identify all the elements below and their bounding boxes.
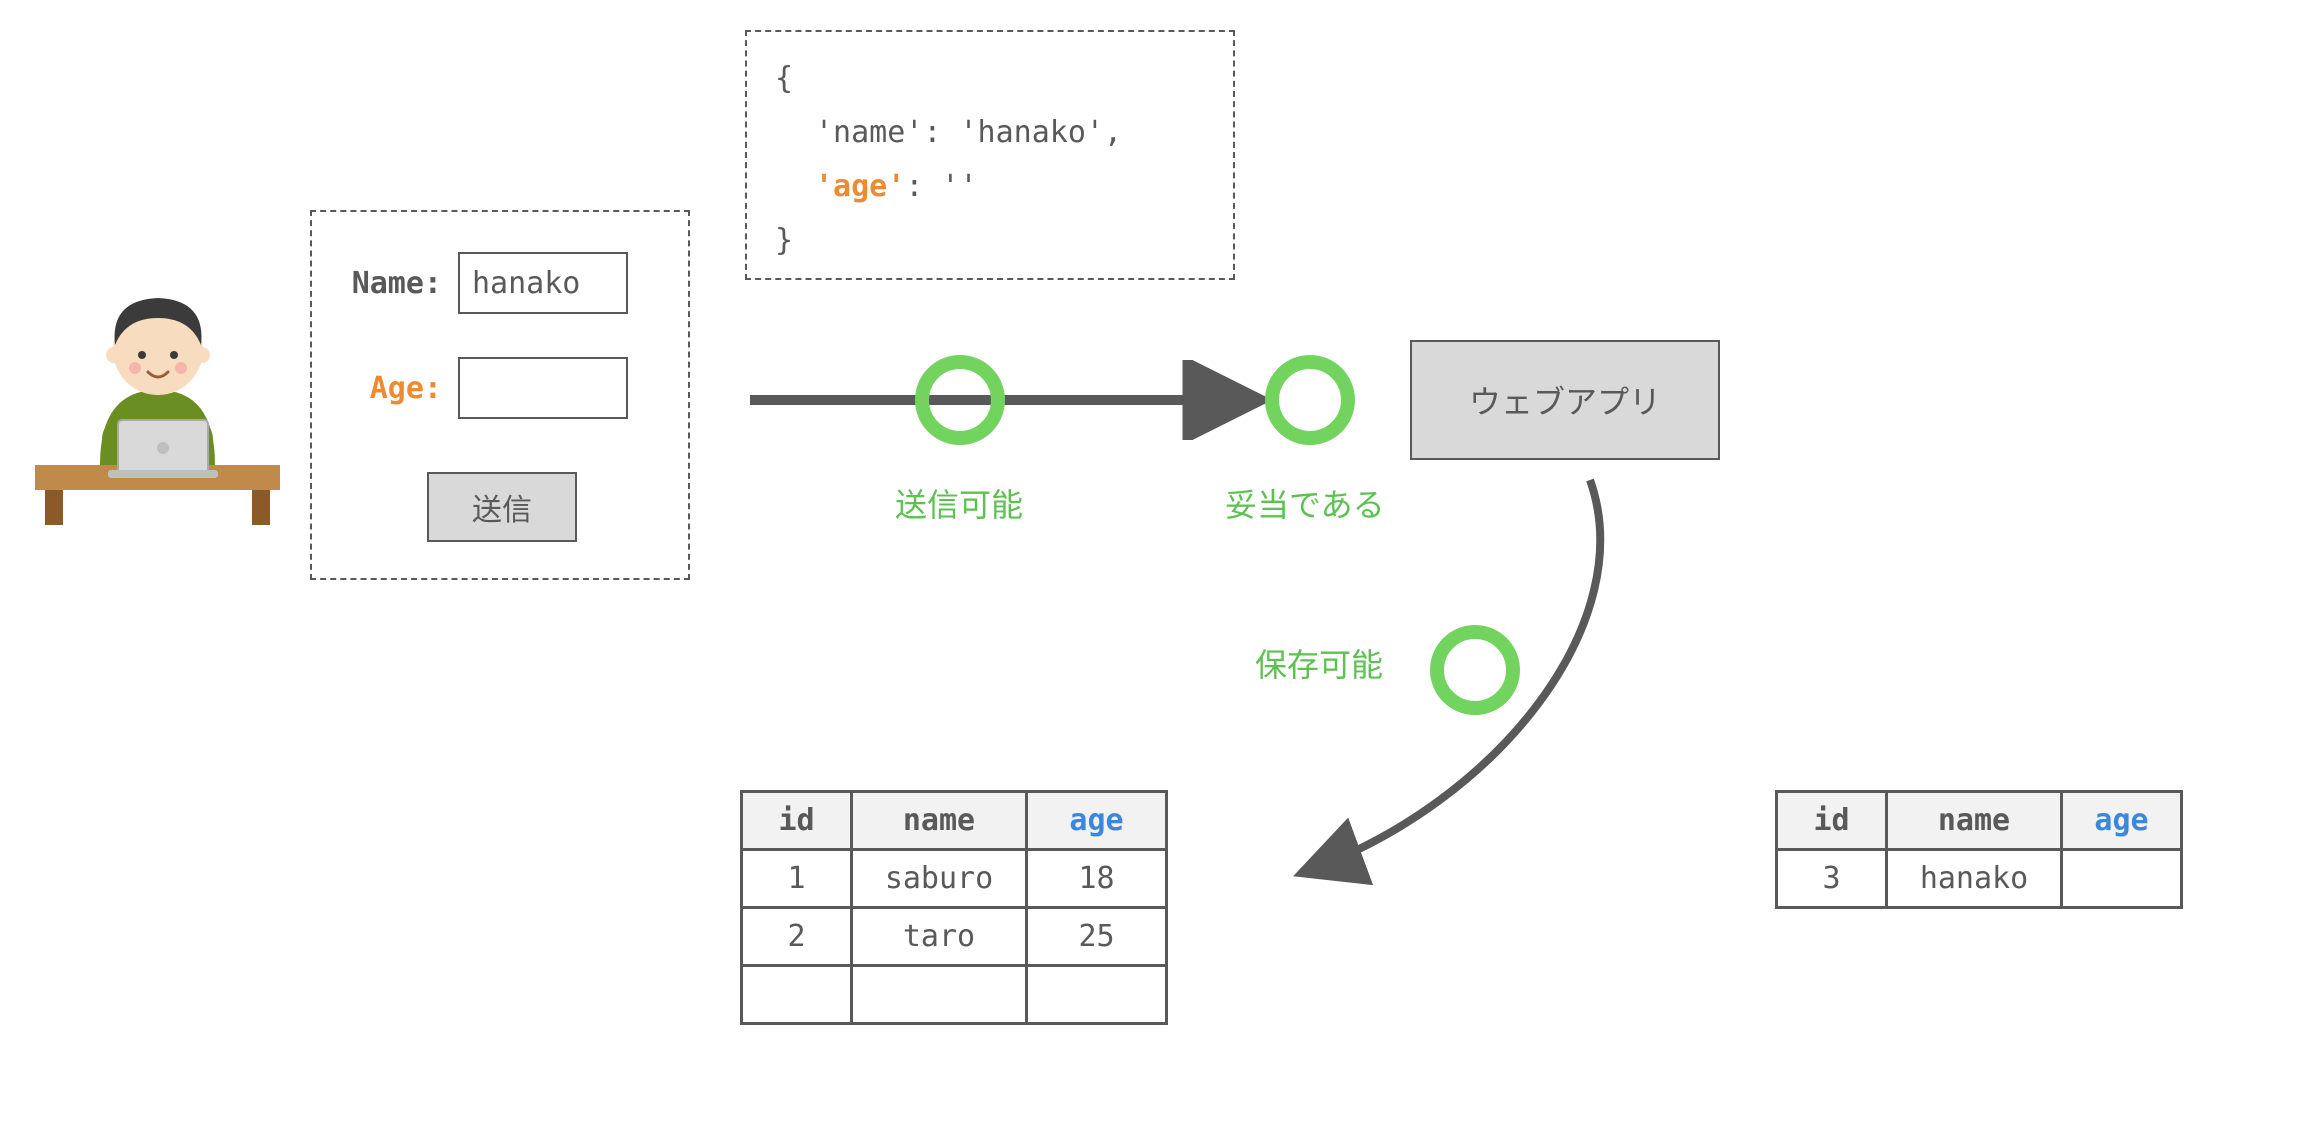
th-name: name: [852, 792, 1027, 850]
submit-button[interactable]: 送信: [427, 472, 577, 542]
anno-send: 送信可能: [895, 480, 1023, 526]
table-row: 2 taro 25: [742, 908, 1167, 966]
th-age: age: [2062, 792, 2182, 850]
webapp-label: ウェブアプリ: [1469, 377, 1661, 423]
th-age: age: [1027, 792, 1167, 850]
th-id: id: [742, 792, 852, 850]
code-line-3: }: [775, 214, 1205, 268]
payload-code: { 'name': 'hanako', 'age': '' }: [745, 30, 1235, 280]
form-row-name: Name: hanako: [332, 252, 628, 314]
arrow-send: [750, 360, 1290, 440]
th-name: name: [1887, 792, 2062, 850]
table-row: 1 saburo 18: [742, 850, 1167, 908]
label-name: Name:: [332, 266, 442, 301]
form-row-age: Age:: [332, 357, 628, 419]
ring-valid: [1265, 355, 1355, 445]
arrow-save: [1280, 460, 1700, 910]
table-row: [742, 966, 1167, 1024]
code-line-1: 'name': 'hanako',: [775, 106, 1205, 160]
db-table-left: id name age 1 saburo 18 2 taro 25: [740, 790, 1168, 1025]
code-line-0: {: [775, 52, 1205, 106]
code-line-2: 'age': '': [775, 160, 1205, 214]
user-icon: [30, 270, 285, 525]
webapp-box: ウェブアプリ: [1410, 340, 1720, 460]
ring-send: [915, 355, 1005, 445]
th-id: id: [1777, 792, 1887, 850]
table-row: 3 hanako: [1777, 850, 2182, 908]
input-age[interactable]: [458, 357, 628, 419]
form-panel: Name: hanako Age: 送信: [310, 210, 690, 580]
label-age: Age:: [332, 371, 442, 406]
db-table-right: id name age 3 hanako: [1775, 790, 2183, 909]
input-name[interactable]: hanako: [458, 252, 628, 314]
submit-button-label: 送信: [472, 485, 532, 529]
